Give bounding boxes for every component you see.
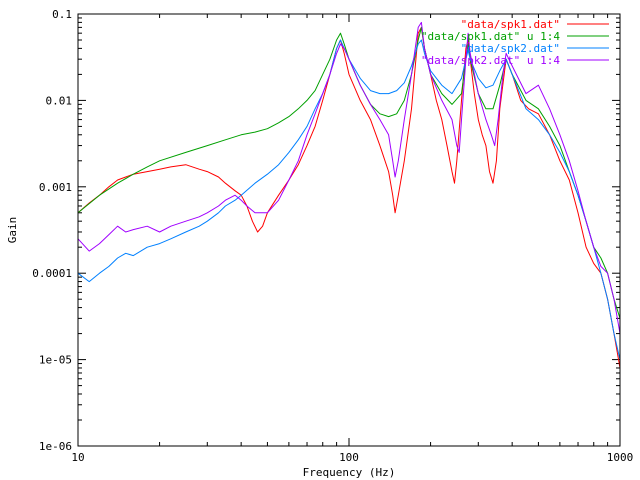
- x-axis-label: Frequency (Hz): [303, 466, 396, 479]
- plot-frame: [77, 13, 621, 447]
- y-tick-label: 0.1: [52, 8, 72, 21]
- series-line-2: [77, 26, 621, 319]
- y-tick-label: 1e-06: [39, 440, 72, 453]
- y-axis-label: Gain: [6, 217, 19, 244]
- series-layer: [77, 21, 621, 369]
- y-tick-label: 1e-05: [39, 354, 72, 367]
- legend-label-3: "data/spk2.dat": [461, 42, 560, 55]
- series-line-4: [77, 21, 621, 334]
- y-tick-label: 0.01: [46, 94, 73, 107]
- legend-label-1: "data/spk1.dat": [461, 18, 560, 31]
- legend-label-4: "data/spk2.dat" u 1:4: [421, 54, 560, 67]
- series-line-3: [77, 39, 621, 360]
- x-tick-labels: 10 100 1000: [71, 451, 633, 464]
- y-tick-label: 0.001: [39, 181, 72, 194]
- x-tick-label: 10: [71, 451, 84, 464]
- y-tick-labels: 0.1 0.01 0.001 0.0001 1e-05 1e-06: [32, 8, 72, 453]
- legend-label-2: "data/spk1.dat" u 1:4: [421, 30, 560, 43]
- legend: "data/spk1.dat""data/spk1.dat" u 1:4"dat…: [421, 18, 609, 67]
- x-tick-label: 100: [339, 451, 359, 464]
- y-tick-label: 0.0001: [32, 267, 72, 280]
- x-tick-label: 1000: [607, 451, 634, 464]
